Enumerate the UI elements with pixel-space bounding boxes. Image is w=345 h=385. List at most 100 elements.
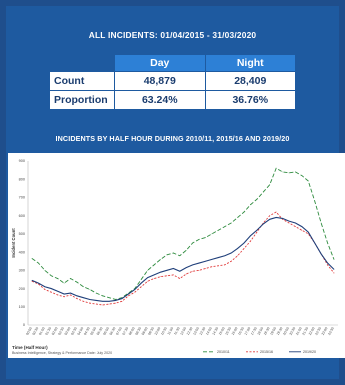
data-point [256, 231, 258, 233]
data-point [147, 280, 149, 282]
data-point [205, 260, 206, 262]
x-tick-label: 02:30 [57, 326, 65, 335]
data-point [31, 280, 33, 281]
x-tick-label: 04:30 [83, 326, 91, 335]
data-point [333, 269, 335, 270]
row-label-count: Count [49, 71, 115, 91]
cell-proportion-day: 63.24% [114, 90, 206, 110]
x-tick-label: 13:30 [199, 326, 207, 335]
data-point [115, 300, 116, 301]
row-label-proportion: Proportion [49, 90, 115, 110]
table-corner [50, 55, 115, 72]
data-point [237, 217, 238, 218]
data-point [121, 298, 123, 299]
x-tick-label: 14:30 [211, 326, 219, 335]
y-tick-label: 100 [19, 305, 25, 309]
x-tick-label: 20:00 [282, 326, 290, 335]
data-point [63, 293, 65, 295]
data-point [237, 255, 238, 257]
data-point [102, 300, 104, 302]
data-point [288, 220, 290, 222]
data-point [282, 171, 283, 173]
summary-title: ALL INCIDENTS: 01/04/2015 - 31/03/2020 [88, 30, 257, 40]
data-point [83, 297, 84, 299]
x-tick-label: 08:30 [134, 326, 142, 335]
data-point [275, 167, 277, 169]
data-point [38, 282, 39, 284]
cell-count-day: 48,879 [114, 71, 206, 91]
data-point [185, 273, 187, 275]
x-tick-label: 05:30 [96, 326, 104, 335]
data-point [314, 242, 316, 244]
x-tick-label: 23:30 [327, 326, 335, 335]
data-point [173, 274, 174, 276]
data-point [108, 300, 110, 302]
chart-panel: 0 100 200 300 400 500 600 700 800 900 00:00 00:30 01… [8, 153, 345, 358]
data-point [89, 302, 91, 304]
column-header-night: Night [204, 54, 296, 72]
data-point [31, 258, 33, 259]
y-tick-label: 0 [23, 323, 25, 327]
data-point [63, 296, 65, 298]
data-point [70, 278, 71, 279]
x-tick-label: 09:30 [147, 326, 155, 335]
data-point [269, 218, 271, 220]
data-point [243, 248, 245, 249]
x-tick-label: 21:30 [301, 326, 309, 335]
data-point [269, 215, 271, 217]
data-point [57, 278, 59, 279]
data-point [95, 300, 97, 301]
data-point [230, 260, 232, 262]
data-point [153, 274, 155, 276]
data-point [320, 222, 322, 224]
x-tick-label: 22:00 [308, 326, 316, 335]
data-point [250, 235, 251, 237]
data-point [230, 252, 232, 254]
data-point [57, 290, 59, 292]
x-tick-label: 16:30 [237, 326, 245, 335]
x-tick-label: 17:30 [250, 326, 258, 335]
data-point [192, 270, 193, 272]
data-point [50, 275, 52, 277]
legend-entry: 2010/11 [217, 350, 230, 354]
data-point [205, 237, 206, 238]
cell-count-night: 28,409 [204, 71, 296, 91]
data-point [333, 259, 335, 260]
legend-entry: 2015/16 [260, 350, 273, 354]
data-point [224, 226, 226, 227]
x-tick-label: 20:30 [289, 326, 297, 335]
data-point [288, 222, 290, 224]
x-tick-label: 13:00 [192, 326, 200, 335]
y-tick-label: 300 [19, 269, 25, 273]
data-point [295, 222, 296, 224]
data-point [160, 271, 161, 273]
y-tick-label: 200 [19, 287, 25, 291]
data-point [31, 280, 33, 282]
data-point [147, 269, 149, 271]
data-point [211, 233, 213, 235]
x-tick-label: 08:00 [128, 326, 136, 335]
data-point [269, 184, 271, 186]
x-tick-label: 15:30 [224, 326, 232, 335]
x-tick-label: 02:00 [51, 326, 59, 335]
cell-proportion-night: 36.76% [204, 90, 296, 110]
data-point [185, 249, 187, 251]
data-point [108, 297, 110, 299]
data-point [192, 264, 193, 266]
data-point [256, 198, 258, 200]
table-row: Proportion 63.24% 36.76% [49, 90, 296, 110]
y-tick-label: 900 [19, 159, 25, 163]
data-point [173, 268, 174, 269]
chart-footnote: Business Intelligence, Strategy & Perfor… [12, 351, 113, 355]
table-header-row: Day Night [50, 54, 296, 72]
data-point [211, 266, 213, 268]
x-tick-label: 23:00 [321, 326, 329, 335]
x-tick-label: 17:00 [244, 326, 252, 335]
data-point [282, 218, 283, 220]
summary-table: Day Night Count 48,879 28,409 Proportion… [49, 54, 296, 110]
x-tick-label: 07:30 [122, 326, 130, 335]
data-point [166, 269, 168, 271]
x-tick-label: 06:00 [102, 326, 110, 335]
data-point [166, 254, 168, 256]
data-point [327, 264, 328, 266]
